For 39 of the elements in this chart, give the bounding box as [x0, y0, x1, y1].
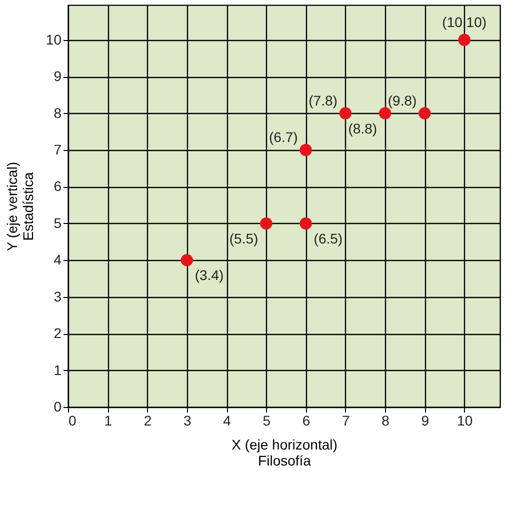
y-tick-label: 1: [54, 362, 62, 378]
point: [339, 107, 352, 120]
x-tick-label: 0: [68, 412, 76, 428]
x-tick-label: 1: [104, 412, 112, 428]
y-tick-label: 9: [54, 68, 62, 84]
y-tick-label: 2: [54, 325, 62, 342]
point: [418, 107, 431, 120]
point: [260, 217, 272, 230]
y-tick-label: 0: [54, 398, 62, 414]
annotation: (3.4): [194, 267, 224, 284]
annotation: (6.7): [269, 129, 298, 146]
y-tick-label: 8: [54, 104, 62, 121]
x-tick-label: 9: [421, 412, 430, 428]
y-axis-title: Y (eje vertical) Estadística: [4, 162, 36, 252]
x-tick-label: 6: [302, 412, 310, 428]
y-tick-label: 7: [54, 142, 62, 158]
x-tick-label: 3: [184, 412, 192, 428]
x-axis-title: X (eje horizontal) Filosofía: [232, 436, 338, 468]
y-tick-label: 6: [54, 178, 62, 194]
y-tick-label: 5: [54, 214, 62, 231]
annotation: (5.5): [229, 230, 258, 246]
point: [180, 254, 194, 266]
point: [300, 217, 312, 230]
y-tick-label: 10: [46, 31, 62, 48]
point: [300, 144, 312, 156]
x-tick-label: 4: [223, 412, 232, 428]
annotation: (8.8): [348, 120, 378, 136]
y-tick-label: 4: [54, 252, 62, 268]
annotation: (6.5): [314, 230, 343, 246]
y-tick-label: 3: [54, 288, 62, 304]
point: [458, 34, 470, 46]
x-tick-label: 7: [342, 412, 350, 428]
annotation: (9.8): [388, 92, 417, 108]
x-tick-label: 10: [457, 412, 473, 428]
x-tick-label: 8: [382, 412, 390, 428]
x-tick-label: 5: [262, 412, 271, 428]
point: [378, 107, 392, 120]
x-tick-label: 2: [144, 412, 152, 428]
annotation: (7.8): [308, 92, 338, 108]
